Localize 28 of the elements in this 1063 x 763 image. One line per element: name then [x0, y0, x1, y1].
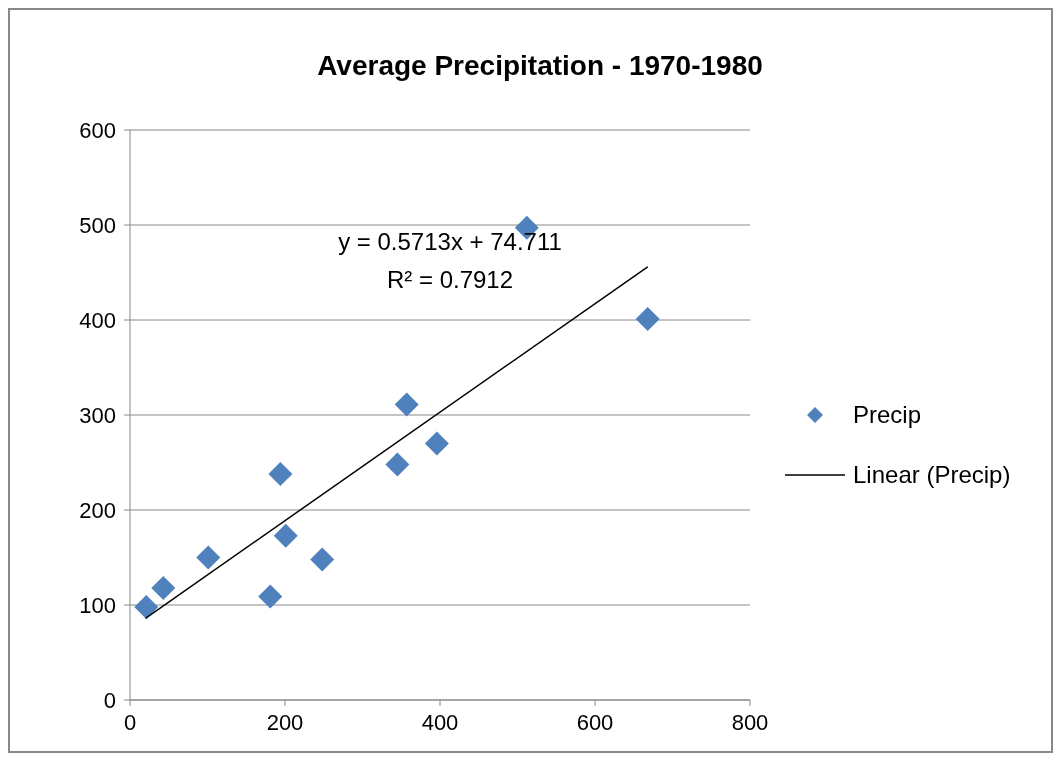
point	[635, 307, 660, 332]
y-tick-label: 200	[79, 497, 116, 523]
chart-title: Average Precipitation - 1970-1980	[316, 50, 764, 82]
point	[310, 547, 335, 572]
point	[134, 594, 159, 619]
x-tick-label: 400	[421, 709, 459, 735]
annotation: R² = 0.7912	[385, 265, 515, 295]
x-tick-label: 800	[731, 709, 769, 735]
y-tick-label: 500	[79, 212, 116, 238]
y-tick-label: 0	[103, 687, 116, 713]
y-tick-label: 300	[79, 402, 116, 428]
legend-label: Linear (Precip)	[853, 461, 1011, 489]
x-tick-label: 600	[576, 709, 614, 735]
point	[196, 545, 221, 570]
point	[273, 523, 298, 548]
x-tick-label: 200	[266, 709, 304, 735]
y-tick-label: 400	[79, 307, 116, 333]
point	[268, 461, 293, 486]
point	[258, 584, 283, 609]
x-tick-label: 0	[123, 709, 137, 735]
y-tick-label: 100	[79, 592, 116, 618]
point	[151, 575, 176, 600]
annotation: y = 0.5713x + 74.711	[337, 227, 563, 257]
y-tick-label: 600	[79, 117, 116, 143]
point	[385, 452, 410, 477]
point	[424, 431, 449, 456]
legend-label: Precip	[853, 401, 922, 429]
point	[394, 392, 419, 417]
